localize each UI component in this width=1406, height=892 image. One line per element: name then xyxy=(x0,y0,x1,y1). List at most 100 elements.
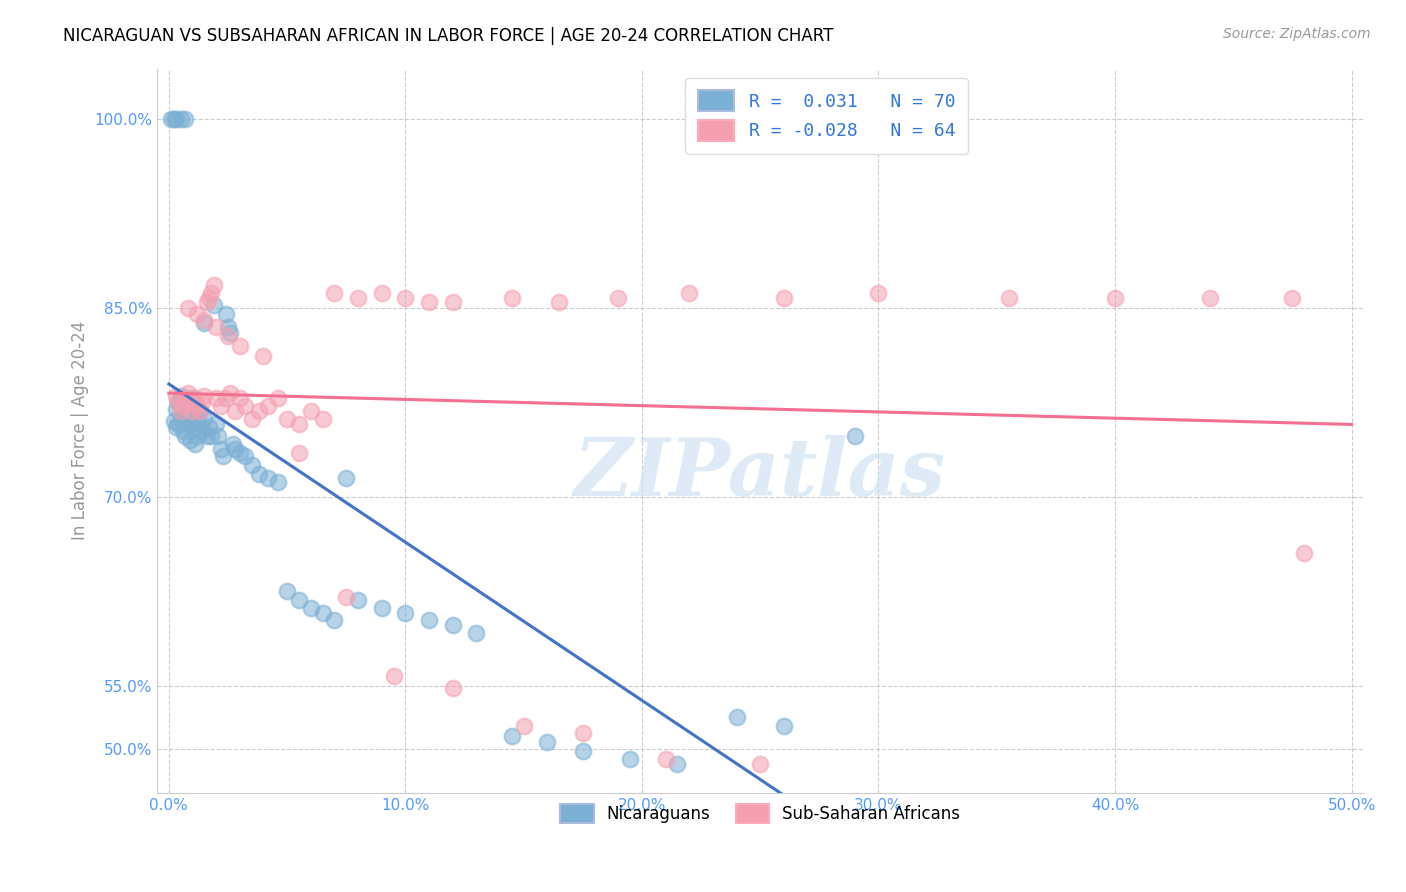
Point xyxy=(844,429,866,443)
Point xyxy=(512,719,534,733)
Point xyxy=(266,392,288,406)
Point xyxy=(288,445,311,459)
Point xyxy=(188,417,211,431)
Point xyxy=(179,411,201,425)
Point xyxy=(174,429,197,443)
Point xyxy=(257,471,280,485)
Point xyxy=(169,411,191,425)
Point xyxy=(186,429,208,443)
Point xyxy=(224,442,246,456)
Point xyxy=(773,719,796,733)
Point xyxy=(219,386,242,401)
Point xyxy=(247,404,270,418)
Point xyxy=(868,285,890,300)
Point xyxy=(233,450,256,464)
Point xyxy=(323,613,346,627)
Point xyxy=(193,411,215,425)
Point xyxy=(441,618,464,632)
Point xyxy=(678,285,700,300)
Y-axis label: In Labor Force | Age 20-24: In Labor Force | Age 20-24 xyxy=(72,321,89,541)
Point xyxy=(207,429,229,443)
Point xyxy=(181,392,204,406)
Point xyxy=(257,399,280,413)
Point xyxy=(181,414,204,428)
Point xyxy=(186,411,208,425)
Point xyxy=(219,326,242,340)
Point xyxy=(172,404,194,418)
Point xyxy=(167,395,190,409)
Point xyxy=(217,319,239,334)
Legend: Nicaraguans, Sub-Saharan Africans: Nicaraguans, Sub-Saharan Africans xyxy=(548,792,972,835)
Point xyxy=(195,429,218,443)
Point xyxy=(191,424,214,438)
Point xyxy=(997,291,1019,305)
Point xyxy=(1198,291,1220,305)
Point xyxy=(311,411,333,425)
Point xyxy=(193,316,215,330)
Point xyxy=(441,294,464,309)
Point xyxy=(1104,291,1126,305)
Point xyxy=(205,319,228,334)
Point xyxy=(184,420,207,434)
Point xyxy=(233,399,256,413)
Point xyxy=(465,625,488,640)
Point xyxy=(205,392,228,406)
Point xyxy=(572,744,595,758)
Point xyxy=(174,408,197,422)
Point xyxy=(288,417,311,431)
Point xyxy=(167,417,190,431)
Point xyxy=(441,681,464,695)
Point xyxy=(240,411,263,425)
Point xyxy=(165,401,187,416)
Point xyxy=(240,458,263,473)
Point xyxy=(165,389,187,403)
Point xyxy=(177,301,200,315)
Point xyxy=(195,294,218,309)
Point xyxy=(548,294,571,309)
Point xyxy=(177,399,200,413)
Point xyxy=(666,756,689,771)
Point xyxy=(501,729,523,743)
Point xyxy=(160,112,183,126)
Point xyxy=(288,593,311,607)
Point xyxy=(200,285,222,300)
Point xyxy=(179,433,201,447)
Point xyxy=(725,710,748,724)
Point xyxy=(165,420,187,434)
Point xyxy=(186,399,208,413)
Point xyxy=(266,475,288,489)
Point xyxy=(198,291,221,305)
Point xyxy=(501,291,523,305)
Point xyxy=(198,420,221,434)
Point xyxy=(749,756,772,771)
Point xyxy=(347,291,370,305)
Point xyxy=(184,392,207,406)
Point xyxy=(202,278,225,293)
Point xyxy=(299,404,322,418)
Point xyxy=(186,307,208,321)
Point xyxy=(394,291,416,305)
Point xyxy=(209,399,232,413)
Point xyxy=(177,417,200,431)
Point xyxy=(193,313,215,327)
Point xyxy=(191,395,214,409)
Point xyxy=(252,349,274,363)
Point xyxy=(276,411,298,425)
Point xyxy=(335,471,357,485)
Point xyxy=(212,450,235,464)
Point xyxy=(169,389,191,403)
Point xyxy=(174,112,197,126)
Point xyxy=(229,338,252,352)
Point xyxy=(217,328,239,343)
Point xyxy=(179,395,201,409)
Point xyxy=(394,606,416,620)
Point xyxy=(172,424,194,438)
Point xyxy=(169,404,191,418)
Point xyxy=(229,445,252,459)
Point xyxy=(311,606,333,620)
Text: ZIPatlas: ZIPatlas xyxy=(574,435,946,513)
Point xyxy=(221,437,243,451)
Point xyxy=(323,285,346,300)
Point xyxy=(654,752,676,766)
Point xyxy=(214,392,236,406)
